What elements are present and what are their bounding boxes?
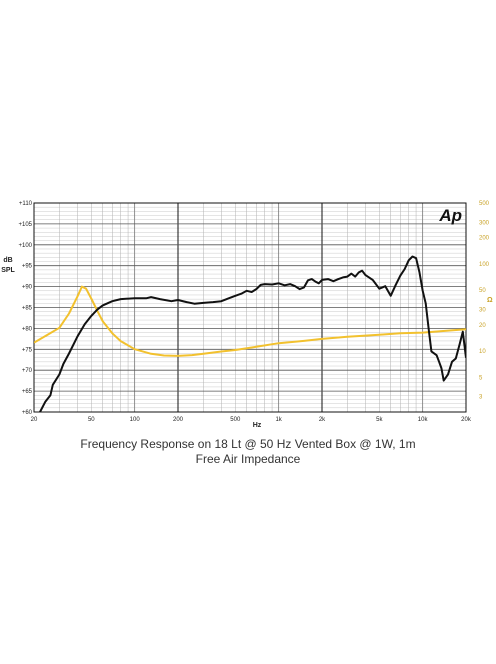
frequency-response-chart: +110 +105 +100 +95 +90 +85 +80 +75 +70 +65 +60 500… (1, 201, 493, 429)
left-axis-title: dB SPL (1, 257, 15, 274)
right-axis-title: Ω (487, 297, 493, 304)
spl-series-line (39, 255, 466, 412)
left-tick-label: +90 (22, 285, 33, 291)
right-tick-label: 30 (479, 307, 486, 313)
x-tick-label: 10k (418, 417, 429, 423)
left-tick-label: +65 (22, 389, 33, 395)
ap-logo: Ap (438, 206, 462, 225)
left-tick-label: +95 (22, 264, 33, 270)
left-tick-label: +105 (18, 222, 32, 228)
right-tick-label: 200 (479, 236, 490, 242)
right-tick-label: 5 (479, 375, 483, 381)
right-tick-label: 300 (479, 220, 490, 226)
x-tick-label: 100 (130, 417, 141, 423)
x-tick-label: 20 (31, 417, 38, 423)
left-tick-label: +110 (19, 201, 33, 207)
x-tick-label: 50 (88, 417, 95, 423)
left-tick-labels: +110 +105 +100 +95 +90 +85 +80 +75 +70 +65 +60 (18, 201, 32, 416)
x-tick-label: 500 (230, 417, 241, 423)
x-tick-label: 20k (461, 417, 472, 423)
right-tick-label: 500 (479, 201, 490, 207)
left-tick-label: +85 (22, 306, 33, 312)
right-tick-label: 50 (479, 288, 486, 294)
left-tick-label: +70 (22, 368, 33, 374)
right-tick-label: 10 (479, 349, 486, 355)
left-tick-label: +75 (22, 347, 33, 353)
right-tick-label: 3 (479, 395, 483, 401)
chart-caption-line-2: Free Air Impedance (195, 452, 301, 466)
plot-frame (33, 202, 467, 413)
right-tick-label: 100 (479, 262, 490, 268)
left-axis-title-part: SPL (1, 267, 15, 274)
x-axis-title: Hz (253, 422, 262, 429)
x-tick-label: 200 (173, 417, 184, 423)
x-tick-label: 2k (319, 417, 326, 423)
series-layer (34, 255, 466, 412)
right-tick-label: 20 (479, 323, 486, 329)
left-axis-title-part: dB (3, 257, 12, 264)
x-tick-labels: 20 50 100 200 500 1k 2k 5k 10k 20k (31, 417, 472, 423)
left-tick-label: +80 (22, 326, 33, 332)
chart-caption-line-1: Frequency Response on 18 Lt @ 50 Hz Vent… (80, 437, 416, 451)
left-tick-label: +60 (22, 410, 33, 416)
impedance-series-line (34, 285, 466, 357)
left-tick-label: +100 (18, 243, 32, 249)
right-tick-labels: 500 300 200 100 50 30 20 10 5 3 (479, 201, 490, 401)
x-tick-label: 1k (275, 417, 282, 423)
x-tick-label: 5k (376, 417, 383, 423)
